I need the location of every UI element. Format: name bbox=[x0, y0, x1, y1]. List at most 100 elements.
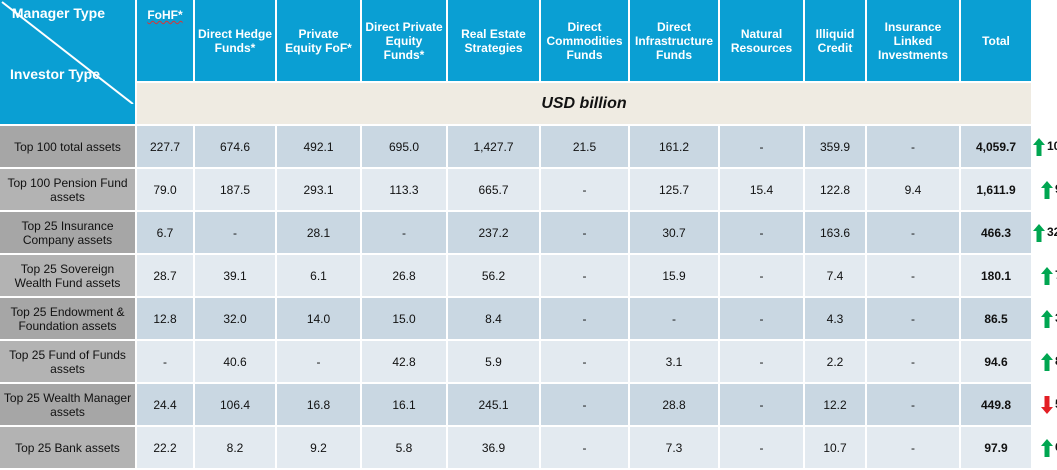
value-cell: 32.0 bbox=[195, 298, 275, 339]
change-value: 6% bbox=[1055, 440, 1057, 454]
column-header-label: Natural Resources bbox=[730, 26, 793, 55]
value-cell: 6.1 bbox=[277, 255, 360, 296]
value-cell: 9.4 bbox=[867, 169, 959, 210]
value-cell: 227.7 bbox=[137, 126, 193, 167]
total-cell: 4,059.7 bbox=[961, 126, 1031, 167]
value-cell: 4.3 bbox=[805, 298, 865, 339]
value-cell: - bbox=[541, 255, 628, 296]
investor-type-cell: Top 25 Endowment & Foundation assets bbox=[0, 298, 135, 339]
column-header-label: Direct Commodities Funds bbox=[546, 19, 623, 62]
value-cell: - bbox=[541, 169, 628, 210]
arrow-down-icon bbox=[1041, 395, 1053, 414]
change-cell: 10% bbox=[1033, 126, 1057, 167]
column-header-label: Direct Infrastructure Funds bbox=[634, 19, 714, 62]
change-cell: 9% bbox=[1033, 169, 1057, 210]
investor-type-cell: Top 100 total assets bbox=[0, 126, 135, 167]
value-cell: 28.1 bbox=[277, 212, 360, 253]
value-cell: 12.8 bbox=[137, 298, 193, 339]
investor-type-cell: Top 25 Sovereign Wealth Fund assets bbox=[0, 255, 135, 296]
value-cell: 665.7 bbox=[448, 169, 539, 210]
diagonal-divider bbox=[1, 1, 134, 104]
value-cell: - bbox=[867, 427, 959, 468]
column-header-label: Illiquid Credit bbox=[815, 26, 855, 55]
value-cell: 28.7 bbox=[137, 255, 193, 296]
value-cell: 39.1 bbox=[195, 255, 275, 296]
value-cell: 7.3 bbox=[630, 427, 718, 468]
value-cell: - bbox=[867, 384, 959, 425]
value-cell: - bbox=[720, 384, 803, 425]
value-cell: - bbox=[362, 212, 446, 253]
value-cell: 163.6 bbox=[805, 212, 865, 253]
change-value: 32% bbox=[1047, 224, 1057, 239]
value-cell: 245.1 bbox=[448, 384, 539, 425]
column-header: FoHF* bbox=[137, 0, 193, 81]
value-cell: - bbox=[277, 341, 360, 382]
value-cell: 237.2 bbox=[448, 212, 539, 253]
table-row: Top 25 Endowment & Foundation assets 12.8… bbox=[0, 298, 1057, 339]
value-cell: 10.7 bbox=[805, 427, 865, 468]
manager-type-label: Manager Type bbox=[11, 5, 105, 21]
total-cell: 86.5 bbox=[961, 298, 1031, 339]
value-cell: 30.7 bbox=[630, 212, 718, 253]
arrow-up-icon bbox=[1033, 137, 1045, 156]
value-cell: 2.2 bbox=[805, 341, 865, 382]
value-cell: - bbox=[541, 427, 628, 468]
investor-type-cell: Top 25 Fund of Funds assets bbox=[0, 341, 135, 382]
value-cell: - bbox=[867, 255, 959, 296]
column-header: Natural Resources bbox=[720, 0, 803, 81]
value-cell: - bbox=[541, 341, 628, 382]
value-cell: - bbox=[720, 298, 803, 339]
investor-type-cell: Top 25 Bank assets bbox=[0, 427, 135, 468]
value-cell: 7.4 bbox=[805, 255, 865, 296]
value-cell: 15.4 bbox=[720, 169, 803, 210]
column-header: Real Estate Strategies bbox=[448, 0, 539, 81]
value-cell: - bbox=[867, 126, 959, 167]
table-row: Top 25 Insurance Company assets 6.7-28.1-… bbox=[0, 212, 1057, 253]
value-cell: 293.1 bbox=[277, 169, 360, 210]
value-cell: - bbox=[867, 341, 959, 382]
arrow-up-icon bbox=[1041, 309, 1053, 328]
value-cell: - bbox=[720, 255, 803, 296]
column-header-label: Total bbox=[982, 33, 1010, 48]
header-row: Manager Type Investor Type FoHF* Direct H… bbox=[0, 0, 1057, 124]
table-row: Top 25 Sovereign Wealth Fund assets 28.7 3… bbox=[0, 255, 1057, 296]
total-cell: 97.9 bbox=[961, 427, 1031, 468]
value-cell: 161.2 bbox=[630, 126, 718, 167]
value-cell: 125.7 bbox=[630, 169, 718, 210]
investor-type-cell: Top 100 Pension Fund assets bbox=[0, 169, 135, 210]
value-cell: 28.8 bbox=[630, 384, 718, 425]
value-cell: 674.6 bbox=[195, 126, 275, 167]
value-cell: 492.1 bbox=[277, 126, 360, 167]
column-header: Direct Hedge Funds* bbox=[195, 0, 275, 81]
value-cell: 9.2 bbox=[277, 427, 360, 468]
column-header: Direct Commodities Funds bbox=[541, 0, 628, 81]
value-cell: 1,427.7 bbox=[448, 126, 539, 167]
total-cell: 94.6 bbox=[961, 341, 1031, 382]
change-cell: 7% bbox=[1033, 255, 1057, 296]
value-cell: - bbox=[867, 212, 959, 253]
change-cell: 3% bbox=[1033, 298, 1057, 339]
column-header: Direct Private Equity Funds* bbox=[362, 0, 446, 81]
change-value: 9% bbox=[1055, 182, 1057, 196]
value-cell: 122.8 bbox=[805, 169, 865, 210]
value-cell: - bbox=[720, 212, 803, 253]
value-cell: - bbox=[541, 298, 628, 339]
change-value: 10% bbox=[1047, 138, 1057, 153]
value-cell: 36.9 bbox=[448, 427, 539, 468]
column-header-label: Insurance Linked Investments bbox=[877, 19, 949, 62]
value-cell: - bbox=[720, 126, 803, 167]
investor-type-cell: Top 25 Wealth Manager assets bbox=[0, 384, 135, 425]
unit-row: USD billion bbox=[0, 83, 1057, 124]
column-header: Private Equity FoF* bbox=[277, 0, 360, 81]
table-row: Top 25 Fund of Funds assets -40.6-42.8 5.9… bbox=[0, 341, 1057, 382]
column-header: Direct Infrastructure Funds bbox=[630, 0, 718, 81]
value-cell: - bbox=[630, 298, 718, 339]
arrow-up-icon bbox=[1041, 438, 1053, 457]
column-header: Insurance Linked Investments bbox=[867, 0, 959, 81]
change-cell: 6% bbox=[1033, 427, 1057, 468]
value-cell: 24.4 bbox=[137, 384, 193, 425]
value-cell: 79.0 bbox=[137, 169, 193, 210]
investor-type-label: Investor Type bbox=[10, 66, 100, 82]
value-cell: 113.3 bbox=[362, 169, 446, 210]
